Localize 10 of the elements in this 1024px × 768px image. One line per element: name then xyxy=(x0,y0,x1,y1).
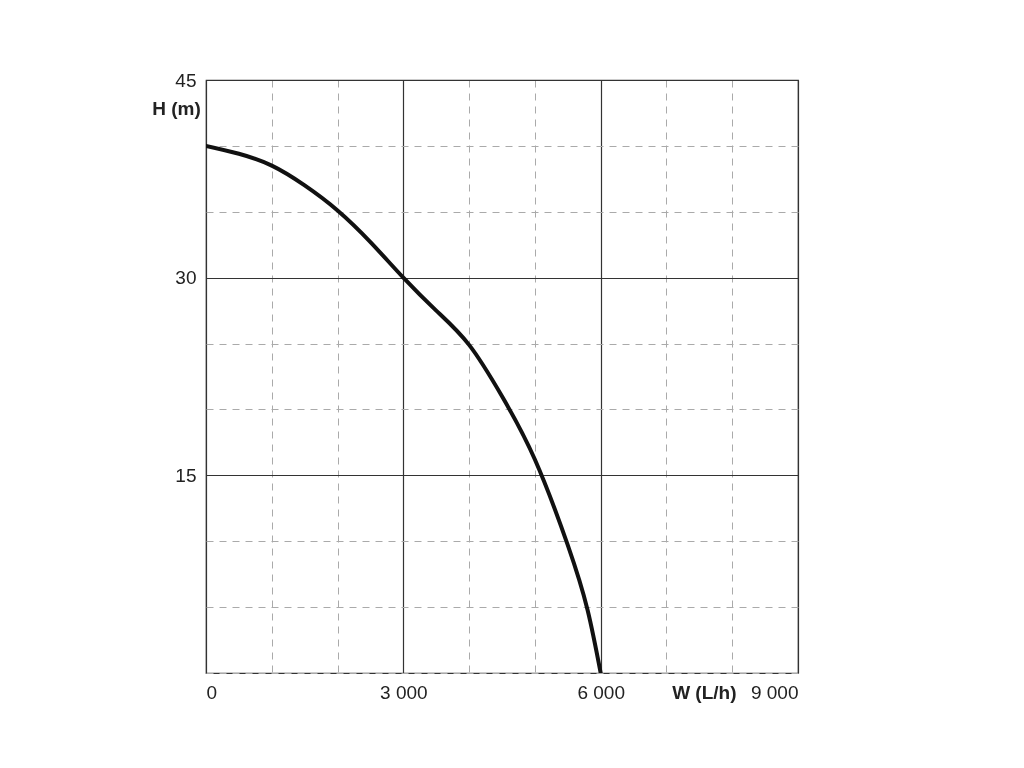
line-series xyxy=(206,143,603,673)
y-tick-label: 45 xyxy=(175,69,197,91)
x-axis-title: W (L/h) xyxy=(672,681,737,703)
x-tick-label: 0 xyxy=(206,681,218,703)
x-tick-label: 3 000 xyxy=(380,681,428,703)
y-tick-label: 15 xyxy=(175,464,197,486)
y-tick-label: 30 xyxy=(175,267,197,289)
x-tick-label: 6 000 xyxy=(577,681,625,703)
x-tick-label: 9 000 xyxy=(750,681,799,703)
y-axis-title: H (m) xyxy=(152,97,201,119)
